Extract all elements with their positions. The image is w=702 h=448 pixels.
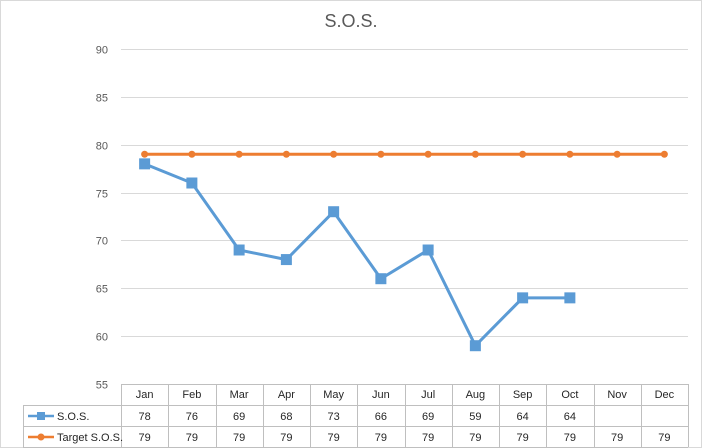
- table-cell-value: 79: [375, 432, 387, 444]
- table-cell-value: 69: [422, 411, 434, 423]
- table-cell-value: 79: [564, 432, 576, 444]
- series-layer: [139, 150, 668, 352]
- data-point: [517, 292, 529, 304]
- y-tick-label: 60: [96, 332, 108, 344]
- table-cell-value: 73: [328, 411, 340, 423]
- table-cell-value: 79: [280, 432, 292, 444]
- x-tick-label: Dec: [655, 389, 675, 401]
- table-cell-value: 69: [233, 411, 245, 423]
- y-tick-label: 85: [96, 93, 108, 105]
- table-cell-value: 79: [233, 432, 245, 444]
- x-tick-label: Jun: [372, 389, 390, 401]
- x-tick-label: Feb: [182, 389, 201, 401]
- data-point: [330, 150, 338, 158]
- data-point: [328, 206, 340, 218]
- chart-title: S.O.S.: [324, 11, 377, 31]
- data-table: Jan Feb Mar Apr May Jun Jul Aug Sep Oct Nov Dec S.O.…: [23, 384, 689, 448]
- table-cell-value: 79: [469, 432, 481, 444]
- table-cell-value: 64: [517, 411, 529, 423]
- table-cell-value: 59: [469, 411, 481, 423]
- table-cell-value: 66: [375, 411, 387, 423]
- data-point: [469, 340, 481, 352]
- table-cell-value: 79: [328, 432, 340, 444]
- data-point: [235, 150, 243, 158]
- table-cell-value: 64: [564, 411, 576, 423]
- data-point: [424, 150, 432, 158]
- data-point: [422, 244, 434, 256]
- y-tick-label: 70: [96, 236, 108, 248]
- x-tick-label: Mar: [230, 389, 249, 401]
- x-tick-label: Apr: [278, 389, 295, 401]
- table-cell-value: 79: [186, 432, 198, 444]
- x-tick-label: May: [323, 389, 344, 401]
- y-tick-label: 55: [96, 380, 108, 392]
- data-point: [141, 150, 149, 158]
- data-point: [280, 254, 292, 266]
- x-tick-label: Sep: [513, 389, 533, 401]
- legend-label: S.O.S.: [57, 411, 89, 423]
- y-tick-label: 80: [96, 141, 108, 153]
- table-cell-value: 79: [422, 432, 434, 444]
- x-tick-label: Jul: [421, 389, 435, 401]
- table-cell-value: 78: [139, 411, 151, 423]
- data-point: [282, 150, 290, 158]
- legend-marker: [37, 433, 45, 441]
- x-tick-label: Jan: [136, 389, 154, 401]
- table-cell-value: 79: [139, 432, 151, 444]
- data-point: [375, 273, 387, 285]
- data-point: [519, 150, 527, 158]
- y-tick-label: 90: [96, 45, 108, 57]
- x-tick-label: Nov: [607, 389, 627, 401]
- x-tick-label: Aug: [466, 389, 486, 401]
- legend-marker: [37, 412, 45, 420]
- table-cell-value: 76: [186, 411, 198, 423]
- y-axis-ticks: 55 60 65 70 75 80 85 90: [96, 45, 108, 392]
- table-cell-value: 79: [611, 432, 623, 444]
- table-cell-value: 79: [517, 432, 529, 444]
- data-point: [186, 177, 198, 189]
- data-point: [188, 150, 196, 158]
- data-point: [139, 158, 151, 170]
- y-tick-label: 75: [96, 189, 108, 201]
- data-point: [471, 150, 479, 158]
- legend-label: Target S.O.S.: [57, 432, 123, 444]
- table-cell-value: 68: [280, 411, 292, 423]
- x-tick-label: Oct: [561, 389, 578, 401]
- data-point: [660, 150, 668, 158]
- data-point: [377, 150, 385, 158]
- data-point: [566, 150, 574, 158]
- table-cell-value: 79: [658, 432, 670, 444]
- data-point: [613, 150, 621, 158]
- y-tick-label: 65: [96, 284, 108, 296]
- series-line: [144, 162, 570, 348]
- data-point: [564, 292, 576, 304]
- data-point: [233, 244, 245, 256]
